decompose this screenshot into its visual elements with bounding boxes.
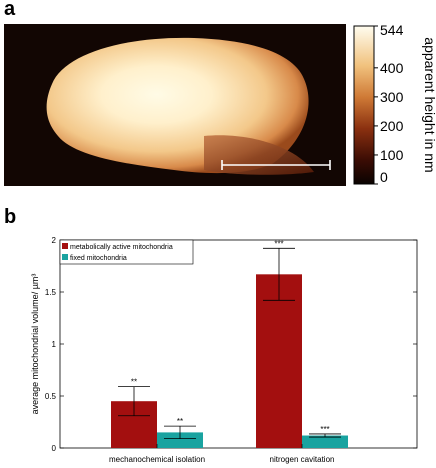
- legend: metabolically active mitochondria fixed …: [59, 239, 194, 265]
- significance-label: **: [177, 417, 183, 426]
- bar-fixed: [302, 435, 348, 448]
- bar-fixed: [157, 432, 203, 448]
- y-tick-label: 2: [52, 236, 57, 245]
- colorbar-tick-label: 544: [380, 24, 404, 38]
- scale-bar: [221, 160, 331, 170]
- colorbar: 544 400 300 200 100 0 apparent height in nm: [353, 24, 436, 185]
- x-category-label: mechanochemical isolation: [109, 455, 205, 464]
- y-tick-label: 1.5: [45, 288, 57, 297]
- y-tick-label: 0: [52, 444, 57, 453]
- y-tick-label: 1: [52, 340, 57, 349]
- legend-swatch-fixed: [62, 254, 68, 260]
- colorbar-tick-label: 0: [380, 169, 388, 185]
- panel-label-b: b: [4, 206, 17, 228]
- colorbar-gradient: [353, 25, 375, 185]
- legend-swatch-active: [62, 243, 68, 249]
- legend-label-active: metabolically active mitochondria: [70, 244, 173, 251]
- significance-label: ***: [274, 239, 283, 248]
- x-category-label: nitrogen cavitation: [270, 455, 335, 464]
- significance-label: **: [131, 378, 137, 387]
- legend-box: [59, 239, 194, 265]
- legend-label-fixed: fixed mitochondria: [70, 255, 127, 262]
- colorbar-tick-label: 200: [380, 118, 404, 134]
- y-axis-label: average mitochondrial volume/ µm³: [30, 274, 40, 415]
- significance-label: ***: [320, 425, 329, 434]
- panel-label-a: a: [4, 0, 16, 20]
- bar-chart: 00.511.52 ********** mechanochemical iso…: [30, 236, 418, 464]
- colorbar-label: apparent height in nm: [422, 37, 436, 172]
- bar-active: [256, 274, 302, 448]
- y-tick-label: 0.5: [45, 392, 57, 401]
- colorbar-tick-label: 400: [380, 60, 404, 76]
- colorbar-tick-label: 300: [380, 89, 404, 105]
- colorbar-tick-label: 100: [380, 147, 404, 163]
- afm-height-image: [4, 24, 346, 186]
